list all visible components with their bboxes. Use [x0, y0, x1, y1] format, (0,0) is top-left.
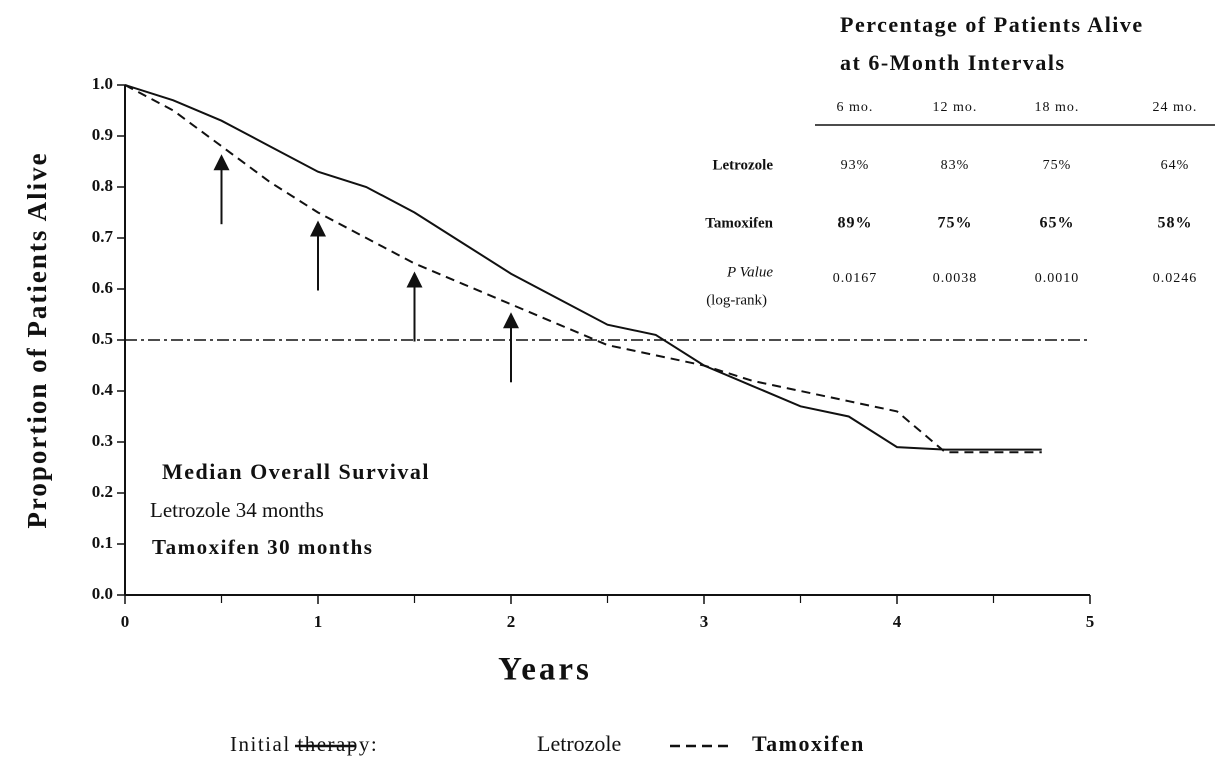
annotation-title: Median Overall Survival [162, 459, 430, 484]
annotation-line: Tamoxifen 30 months [152, 535, 373, 559]
table-cell: 89% [838, 215, 873, 232]
y-tick-label: 0.4 [92, 380, 114, 399]
y-tick-label: 0.2 [92, 482, 113, 501]
row-label: P Value [726, 264, 773, 280]
table-cell: 83% [941, 158, 970, 173]
table-header: 12 mo. [933, 100, 978, 115]
y-axis-label: Proportion of Patients Alive [22, 151, 52, 528]
row-label: Letrozole [712, 157, 773, 173]
table-header: 6 mo. [837, 100, 874, 115]
table-header: 24 mo. [1153, 100, 1198, 115]
y-tick-label: 0.5 [92, 329, 113, 348]
table-title: Percentage of Patients Alive [840, 12, 1144, 37]
row-label: Tamoxifen [705, 215, 773, 231]
y-tick-label: 0.6 [92, 278, 113, 297]
y-tick-label: 0.1 [92, 533, 113, 552]
x-axis-label: Years [498, 652, 592, 688]
x-tick-label: 3 [700, 612, 709, 631]
x-tick-label: 1 [314, 612, 323, 631]
annotation-line: Letrozole 34 months [150, 498, 324, 522]
arrow-head [213, 154, 230, 171]
arrow-head [310, 220, 326, 237]
y-tick-label: 0.9 [92, 125, 113, 144]
row-label: (log-rank) [706, 292, 767, 308]
legend-label: Letrozole [537, 731, 621, 756]
y-tick-label: 1.0 [92, 74, 113, 93]
table-cell: 58% [1158, 215, 1193, 232]
series-line [124, 84, 1042, 454]
arrow-head [406, 271, 423, 288]
legend-label: Tamoxifen [752, 731, 865, 756]
x-tick-label: 0 [121, 612, 130, 631]
x-tick-label: 5 [1086, 612, 1095, 631]
arrow-head [503, 312, 519, 329]
y-tick-label: 0.0 [92, 584, 113, 603]
table-cell: 0.0038 [933, 271, 978, 286]
y-tick-label: 0.7 [92, 227, 114, 246]
table-cell: 0.0010 [1035, 271, 1080, 286]
table-title: at 6-Month Intervals [840, 50, 1066, 75]
y-tick-label: 0.8 [92, 176, 113, 195]
table-cell: 65% [1040, 215, 1075, 232]
legend-title: Initial therapy: [230, 732, 378, 756]
series-line [124, 84, 1042, 451]
x-tick-label: 4 [893, 612, 902, 631]
table-cell: 75% [1043, 158, 1072, 173]
table-cell: 0.0246 [1153, 271, 1198, 286]
y-tick-label: 0.3 [92, 431, 113, 450]
x-tick-label: 2 [507, 612, 516, 631]
table-cell: 64% [1161, 158, 1190, 173]
table-cell: 93% [841, 158, 870, 173]
table-cell: 0.0167 [833, 271, 878, 286]
table-cell: 75% [938, 215, 973, 232]
table-header: 18 mo. [1035, 100, 1080, 115]
